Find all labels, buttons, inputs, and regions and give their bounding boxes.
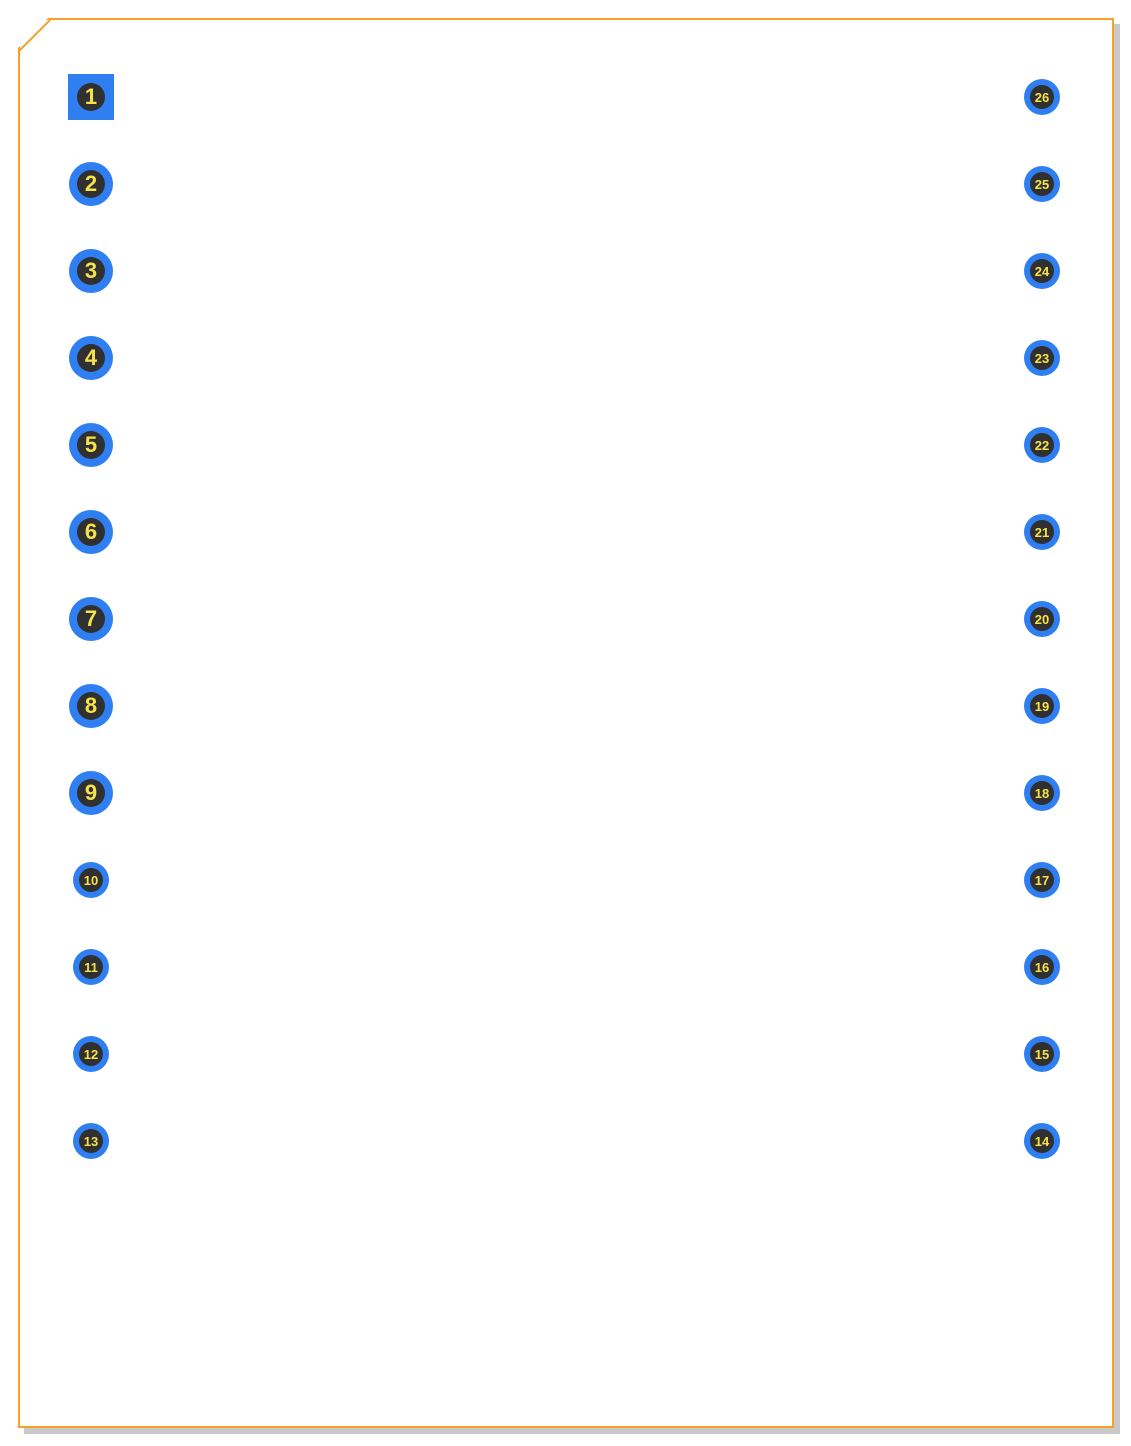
pad-21-hole: 21	[1030, 520, 1054, 544]
pad-3-label: 3	[85, 260, 97, 282]
pad-20-hole: 20	[1030, 607, 1054, 631]
pad-8-hole: 8	[77, 692, 105, 720]
pad-5: 5	[69, 423, 113, 467]
pad-4-hole: 4	[77, 344, 105, 372]
pad-21-label: 21	[1035, 526, 1049, 539]
pad-14-label: 14	[1035, 1135, 1049, 1148]
pad-12-hole: 12	[79, 1042, 103, 1066]
pad-13-label: 13	[84, 1135, 98, 1148]
pad-11: 11	[73, 949, 109, 985]
pad-2-hole: 2	[77, 170, 105, 198]
pad-9-label: 9	[85, 782, 97, 804]
pad-6: 6	[69, 510, 113, 554]
pad-3: 3	[69, 249, 113, 293]
pcb-footprint-canvas: 1 26 2 25 3 24 4 23 5 22 6 21 7 20 8 19 9 18 10 17 11 16 12 15 1…	[0, 0, 1131, 1446]
pad-26-hole: 26	[1030, 85, 1054, 109]
pad-11-hole: 11	[79, 955, 103, 979]
package-outline	[18, 18, 1114, 1428]
pad-22-label: 22	[1035, 439, 1049, 452]
pad-14-hole: 14	[1030, 1129, 1054, 1153]
pad-10-label: 10	[84, 874, 98, 887]
pad-25-hole: 25	[1030, 172, 1054, 196]
pad-9: 9	[69, 771, 113, 815]
pad-14: 14	[1024, 1123, 1060, 1159]
pin1-notch	[16, 16, 50, 50]
pad-6-hole: 6	[77, 518, 105, 546]
pad-4: 4	[69, 336, 113, 380]
pad-16-label: 16	[1035, 961, 1049, 974]
pad-22: 22	[1024, 427, 1060, 463]
pad-23-label: 23	[1035, 352, 1049, 365]
pad-10: 10	[73, 862, 109, 898]
pad-26-label: 26	[1035, 91, 1049, 104]
pad-12: 12	[73, 1036, 109, 1072]
pad-19: 19	[1024, 688, 1060, 724]
pad-17-hole: 17	[1030, 868, 1054, 892]
pad-2: 2	[69, 162, 113, 206]
pad-1-label: 1	[85, 86, 97, 108]
pad-5-hole: 5	[77, 431, 105, 459]
pad-7: 7	[69, 597, 113, 641]
pad-25-label: 25	[1035, 178, 1049, 191]
pad-2-label: 2	[85, 173, 97, 195]
pad-7-label: 7	[85, 608, 97, 630]
pad-15-label: 15	[1035, 1048, 1049, 1061]
pad-13-hole: 13	[79, 1129, 103, 1153]
pad-19-label: 19	[1035, 700, 1049, 713]
pad-18-label: 18	[1035, 787, 1049, 800]
pad-3-hole: 3	[77, 257, 105, 285]
pad-24-label: 24	[1035, 265, 1049, 278]
pad-18-hole: 18	[1030, 781, 1054, 805]
pad-19-hole: 19	[1030, 694, 1054, 718]
pad-7-hole: 7	[77, 605, 105, 633]
pad-6-label: 6	[85, 521, 97, 543]
pad-25: 25	[1024, 166, 1060, 202]
pad-24: 24	[1024, 253, 1060, 289]
pad-26: 26	[1024, 79, 1060, 115]
pad-12-label: 12	[84, 1048, 98, 1061]
pad-15: 15	[1024, 1036, 1060, 1072]
pad-4-label: 4	[85, 347, 97, 369]
pad-23-hole: 23	[1030, 346, 1054, 370]
pad-8-label: 8	[85, 695, 97, 717]
pad-9-hole: 9	[77, 779, 105, 807]
pad-11-label: 11	[84, 961, 98, 974]
pad-13: 13	[73, 1123, 109, 1159]
pad-16: 16	[1024, 949, 1060, 985]
pad-1: 1	[68, 74, 114, 120]
pad-1-hole: 1	[77, 83, 105, 111]
pad-20-label: 20	[1035, 613, 1049, 626]
pad-20: 20	[1024, 601, 1060, 637]
pad-21: 21	[1024, 514, 1060, 550]
pad-16-hole: 16	[1030, 955, 1054, 979]
pad-22-hole: 22	[1030, 433, 1054, 457]
pad-23: 23	[1024, 340, 1060, 376]
pad-5-label: 5	[85, 434, 97, 456]
pad-10-hole: 10	[79, 868, 103, 892]
pad-17-label: 17	[1035, 874, 1049, 887]
pad-8: 8	[69, 684, 113, 728]
pad-17: 17	[1024, 862, 1060, 898]
pad-18: 18	[1024, 775, 1060, 811]
pad-24-hole: 24	[1030, 259, 1054, 283]
pad-15-hole: 15	[1030, 1042, 1054, 1066]
